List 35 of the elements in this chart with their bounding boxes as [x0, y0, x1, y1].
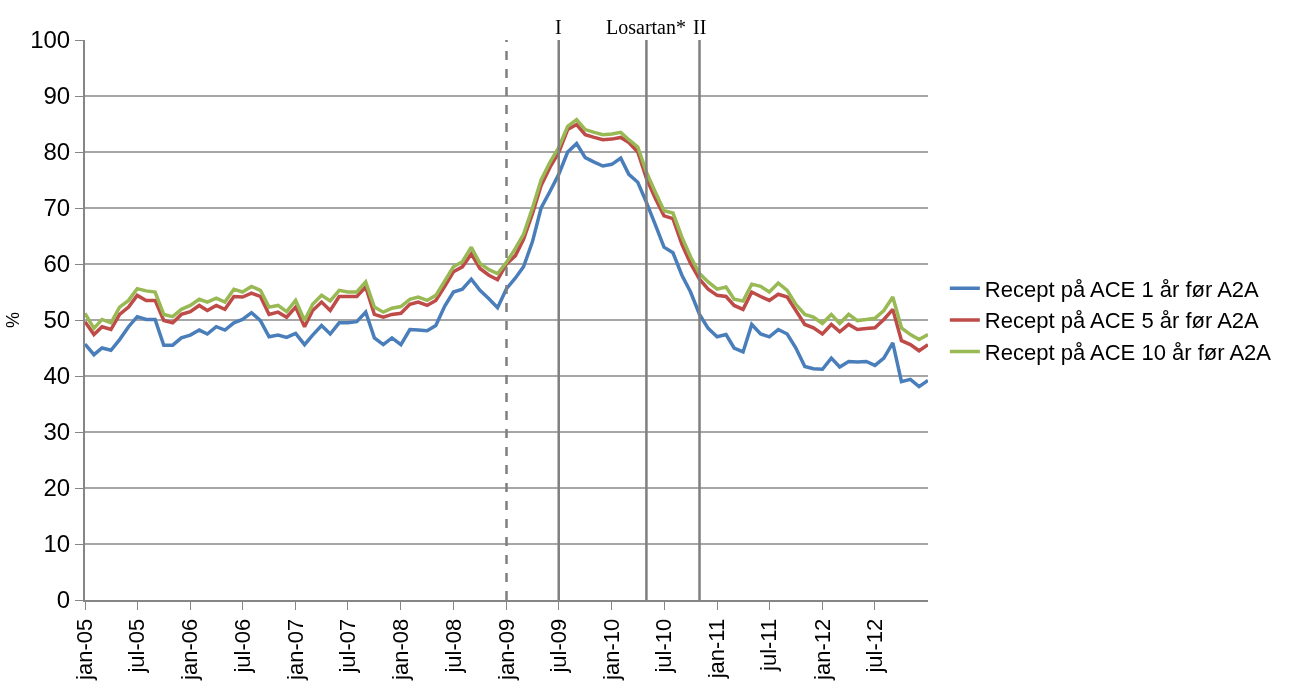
x-tick-label: jan-09 — [493, 618, 519, 681]
x-tick-label: jan-10 — [598, 618, 624, 681]
y-tick-label: 80 — [43, 138, 71, 166]
y-tick-label: 20 — [43, 474, 71, 502]
x-tick-label: jan-05 — [72, 618, 98, 681]
x-tick-label: jul-05 — [124, 618, 150, 674]
x-tick-label: jan-12 — [809, 618, 835, 681]
x-tick-label: jan-11 — [704, 618, 730, 680]
y-tick-label: 0 — [56, 586, 71, 614]
x-tick-label: jul-06 — [229, 618, 255, 674]
legend-label: Recept på ACE 5 år før A2A — [984, 308, 1260, 334]
ref-line-label: Losartan* — [606, 16, 686, 38]
y-tick-label: 60 — [43, 250, 71, 278]
x-tick-label: jan-06 — [177, 618, 203, 681]
x-tick-label: jul-07 — [334, 618, 360, 674]
x-tick-label: jul-11 — [756, 618, 782, 672]
ref-line-label: I — [555, 16, 562, 38]
x-tick-label: jul-09 — [545, 618, 571, 674]
y-tick-label: 10 — [43, 530, 71, 558]
y-tick-label: 100 — [30, 26, 71, 54]
y-tick-label: 50 — [43, 306, 71, 334]
y-axis-title: % — [2, 311, 23, 329]
x-tick-label: jul-08 — [440, 618, 466, 674]
x-tick-label: jan-08 — [388, 618, 414, 681]
legend-label: Recept på ACE 1 år før A2A — [984, 276, 1260, 302]
ref-line-label: II — [693, 16, 707, 38]
y-tick-label: 30 — [43, 418, 71, 446]
y-tick-label: 90 — [43, 82, 71, 110]
x-tick-label: jan-07 — [282, 618, 308, 681]
x-tick-label: jul-10 — [651, 618, 677, 674]
y-tick-label: 40 — [43, 362, 71, 390]
line-series — [85, 141, 928, 389]
y-tick-label: 70 — [43, 194, 71, 222]
legend-label: Recept på ACE 10 år før A2A — [984, 340, 1272, 366]
x-tick-label: jul-12 — [862, 618, 888, 674]
